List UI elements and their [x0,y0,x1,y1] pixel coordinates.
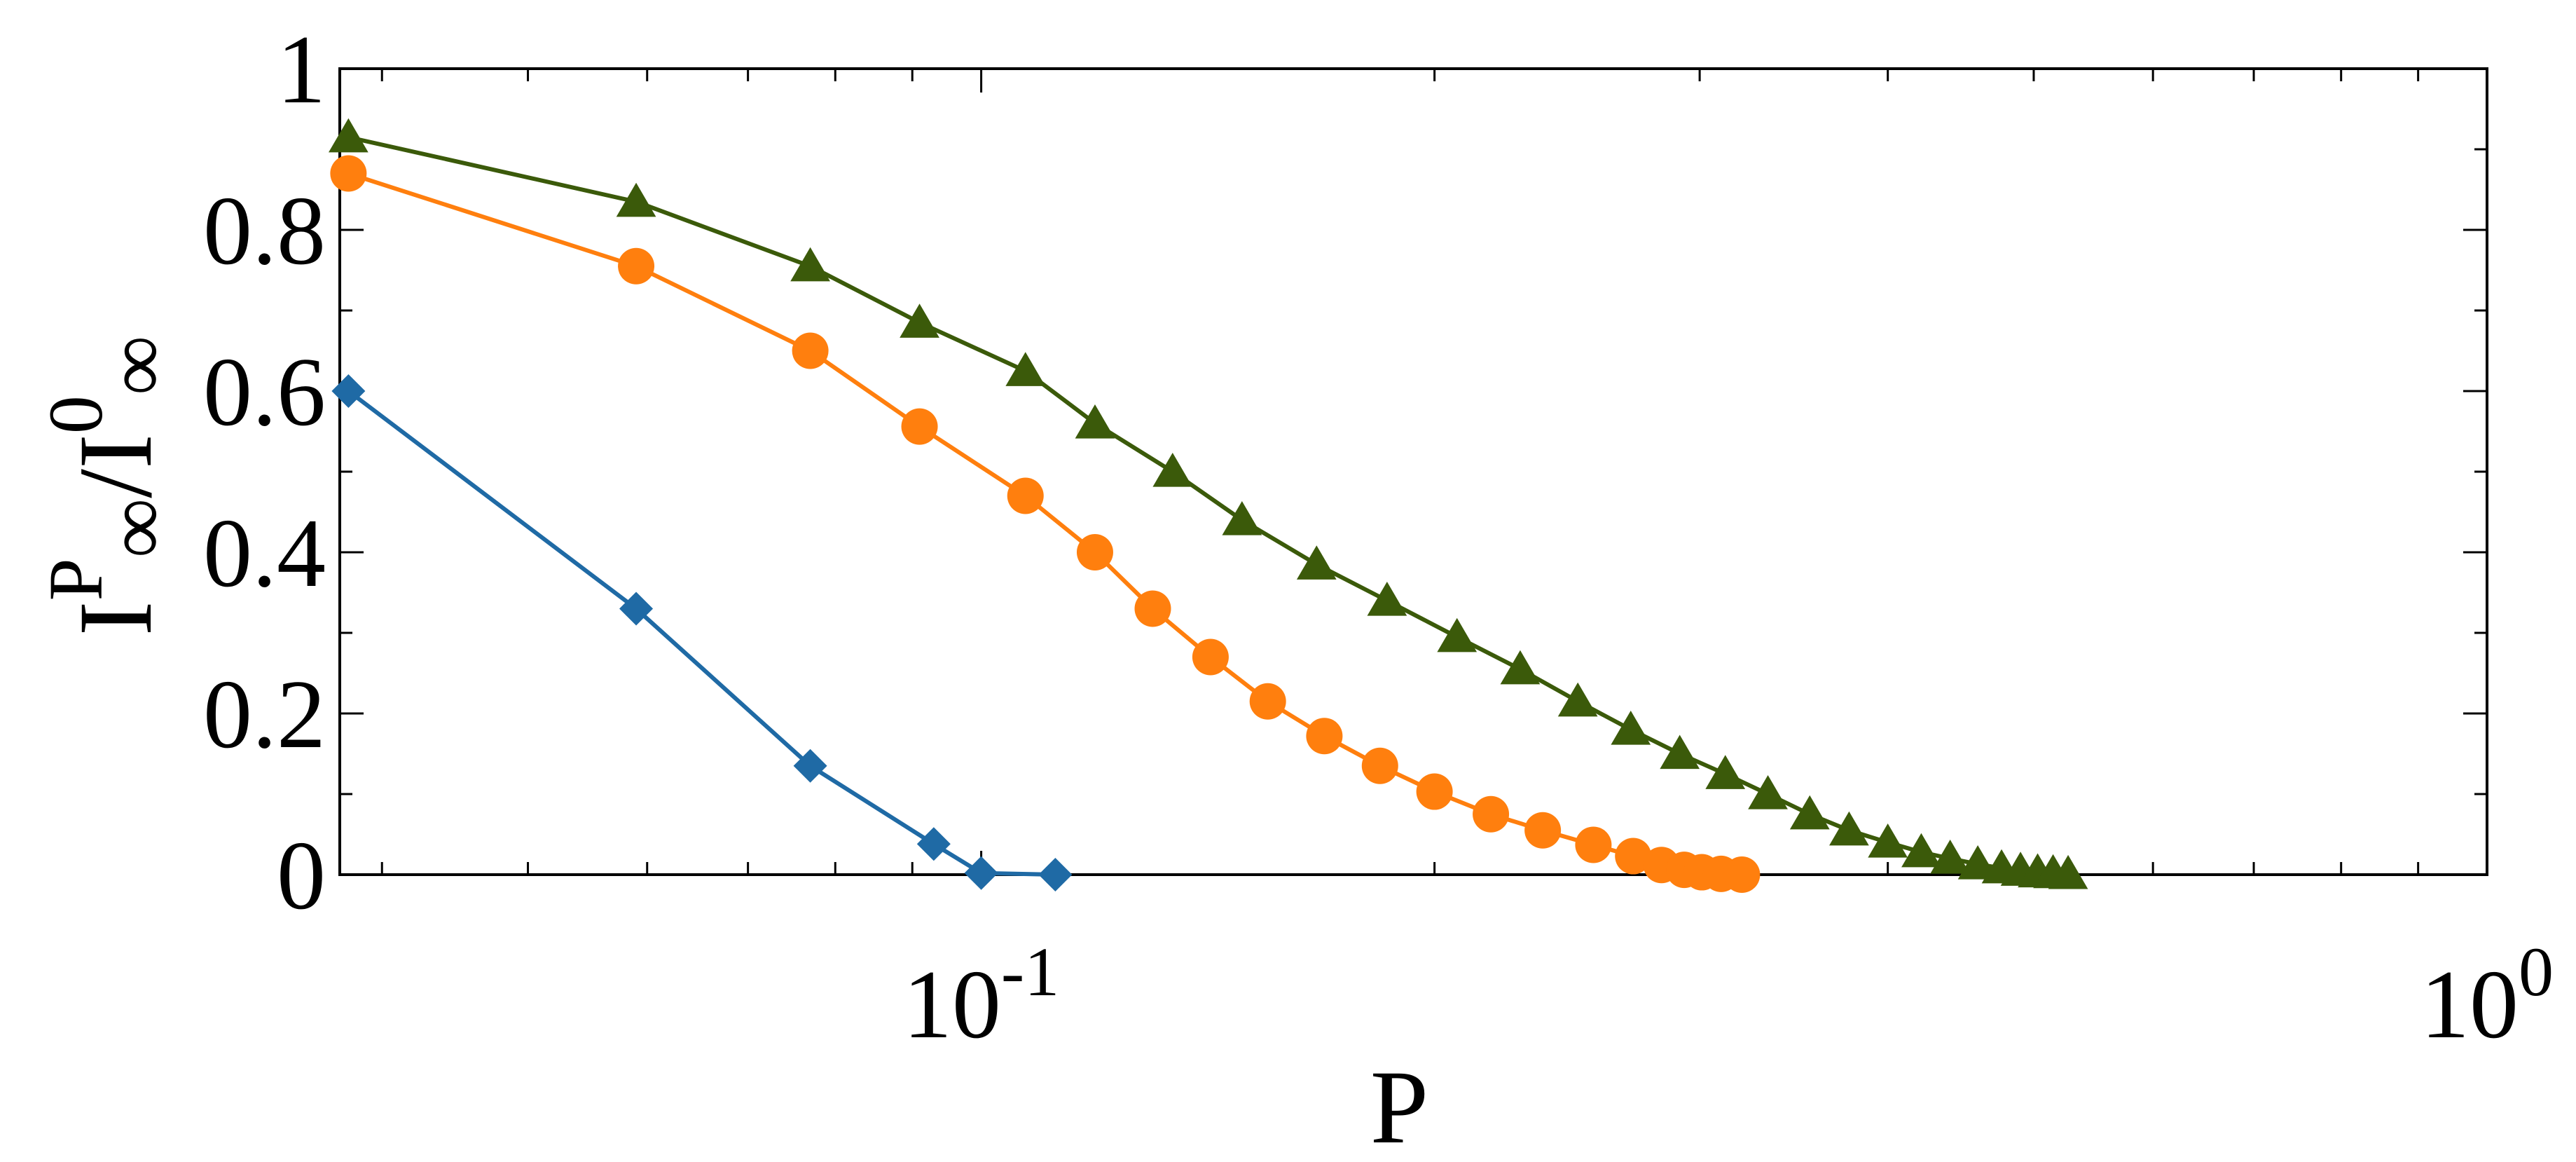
data-point-circle [1134,590,1171,627]
data-point-triangle [616,182,656,217]
data-point-triangle [1437,617,1478,652]
series-line-3 [347,135,2069,876]
data-point-triangle [329,118,369,153]
data-point-triangle [1930,840,1970,874]
data-point-circle [1306,718,1343,755]
y-tick-label: 0 [277,821,326,930]
y-tick-label: 0.6 [203,338,326,446]
data-point-circle [1249,683,1286,720]
data-point-triangle [1367,582,1407,616]
x-tick-label: 10-1 [903,933,1059,1059]
data-point-triangle [1500,650,1541,685]
data-point-triangle [900,303,939,338]
data-point-triangle [1901,833,1941,868]
data-point-circle [1416,773,1453,810]
y-tick-label: 0.4 [203,499,326,608]
data-point-triangle [1789,795,1830,830]
data-point-circle [901,408,938,445]
data-point-circle [1723,856,1761,893]
data-point-circle [1007,477,1044,514]
data-point-circle [1473,795,1510,833]
x-tick-label: 100 [2420,933,2554,1059]
data-point-triangle [1222,501,1262,535]
data-point-triangle [1705,755,1746,789]
data-point-circle [1192,638,1229,676]
data-point-triangle [1296,545,1337,580]
data-point-diamond [793,749,827,783]
data-point-circle [1615,838,1652,875]
data-point-circle [1076,534,1113,570]
series-line-1 [347,389,1056,877]
data-point-circle [1524,812,1562,849]
data-point-diamond [619,592,654,626]
data-point-diamond [331,374,366,408]
data-point-triangle [1829,811,1869,846]
data-point-triangle [1868,823,1908,858]
y-tick-label: 0.8 [203,177,326,285]
data-point-triangle [2048,854,2088,889]
plot-frame [338,67,2488,876]
y-axis-label: IP∞/I0∞ [33,336,183,636]
data-point-triangle [1660,734,1700,770]
data-point-triangle [1957,845,1998,880]
series-line-2 [347,171,1742,877]
data-point-diamond [1038,858,1073,891]
data-point-diamond [916,827,951,861]
data-point-diamond [964,856,998,890]
data-point-triangle [1075,404,1115,439]
data-point-triangle [1557,682,1598,717]
data-point-triangle [1748,775,1788,809]
y-axis-label-text: IP∞/I0∞ [33,336,183,636]
data-point-circle [330,155,367,192]
data-point-triangle [1005,352,1046,386]
y-tick-label: 1 [277,15,326,124]
y-tick-label: 0.2 [203,660,326,769]
data-point-triangle [1611,711,1651,745]
data-point-circle [1575,826,1612,863]
data-point-triangle [790,247,830,282]
data-point-circle [618,247,655,285]
x-axis-label: P [1370,1049,1428,1162]
data-point-circle [1361,747,1398,784]
data-point-triangle [1152,453,1193,487]
data-point-circle [792,332,829,369]
